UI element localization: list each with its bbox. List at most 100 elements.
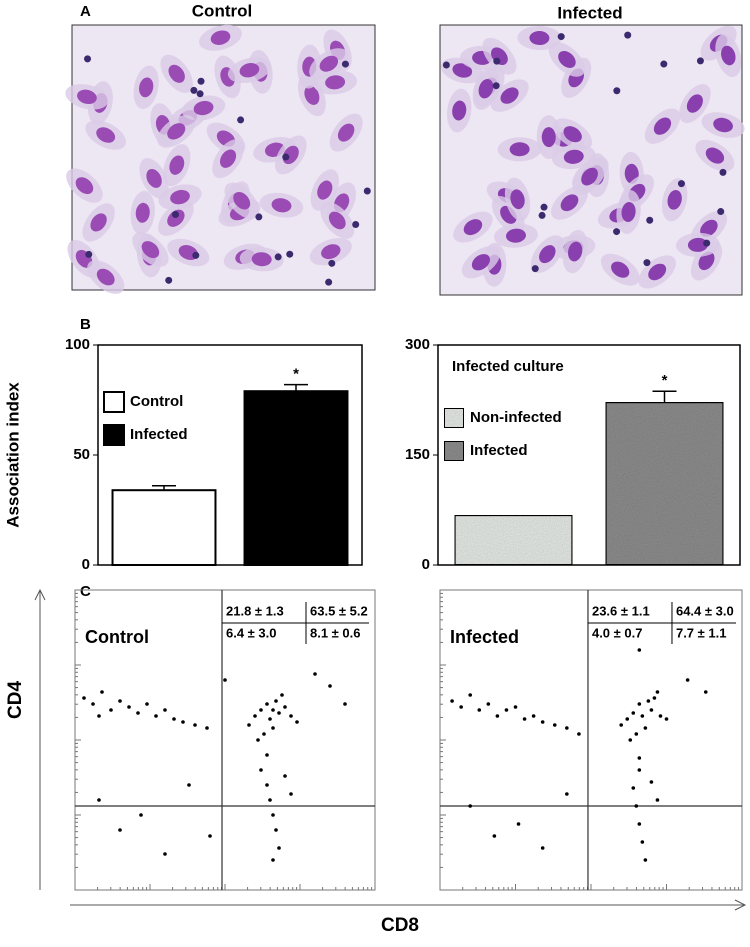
cell — [717, 208, 725, 216]
cell — [325, 278, 333, 286]
cell — [719, 168, 727, 176]
nucleus — [319, 55, 339, 72]
nucleus — [541, 127, 556, 148]
point — [289, 792, 293, 796]
nucleus — [139, 77, 154, 98]
nucleus — [325, 75, 346, 90]
point — [259, 768, 263, 772]
point — [271, 858, 275, 862]
cell — [165, 276, 173, 284]
nucleus — [239, 62, 260, 78]
y-tick-label: 300 — [405, 336, 430, 353]
point — [492, 834, 497, 838]
cell — [171, 210, 179, 218]
point — [256, 738, 260, 742]
micrographs — [65, 24, 745, 296]
nucleus — [705, 147, 725, 164]
point — [540, 720, 545, 724]
quadrant-label: 8.1 ± 0.6 — [310, 625, 361, 640]
point — [631, 711, 636, 715]
point — [277, 846, 281, 850]
point — [643, 726, 648, 730]
point — [265, 753, 269, 757]
nucleus — [210, 30, 231, 45]
point — [253, 714, 257, 718]
cell — [196, 90, 204, 98]
cell — [190, 86, 198, 94]
point — [145, 702, 149, 706]
point — [127, 705, 131, 709]
point — [265, 702, 269, 706]
point — [685, 678, 690, 682]
legend-swatch — [103, 391, 125, 413]
point — [522, 717, 527, 721]
nucleus — [648, 263, 667, 281]
nucleus — [321, 244, 341, 260]
point — [271, 813, 275, 817]
nucleus — [168, 64, 185, 83]
point — [628, 738, 633, 742]
cell — [192, 251, 200, 259]
point — [136, 711, 140, 715]
point — [637, 756, 642, 760]
y-tick-label: 100 — [65, 336, 90, 353]
point — [634, 732, 639, 736]
nucleus — [219, 149, 237, 168]
cell — [613, 87, 621, 95]
point — [640, 840, 645, 844]
point — [540, 846, 545, 850]
nucleus — [686, 94, 703, 113]
nucleus — [167, 123, 186, 140]
nucleus — [510, 189, 525, 210]
cell — [237, 116, 245, 124]
nucleus — [90, 213, 107, 232]
cell — [557, 33, 565, 41]
point — [637, 822, 642, 826]
nucleus — [653, 117, 672, 135]
bar — [604, 401, 725, 567]
point — [459, 705, 463, 709]
y-tick-label: 50 — [73, 446, 90, 463]
cell — [624, 31, 632, 39]
point — [274, 828, 278, 832]
point — [646, 699, 651, 703]
cell — [197, 77, 205, 85]
nucleus — [328, 211, 346, 230]
point — [637, 648, 642, 652]
cell — [255, 213, 263, 221]
point — [313, 672, 317, 676]
point — [208, 834, 212, 838]
cell — [341, 60, 349, 68]
nucleus — [667, 189, 682, 210]
cell — [493, 57, 501, 65]
nucleus — [581, 167, 598, 186]
point — [154, 714, 158, 718]
nucleus — [233, 191, 251, 210]
point — [283, 774, 287, 778]
point — [450, 699, 454, 703]
nucleus — [96, 127, 116, 143]
point — [223, 678, 227, 682]
nucleus — [146, 168, 162, 188]
point — [343, 702, 347, 706]
panel-label: C — [80, 583, 91, 600]
legend-label: Non-infected — [470, 409, 562, 426]
cell — [442, 61, 450, 69]
nucleus — [193, 100, 214, 116]
quadrant-label: 4.0 ± 0.7 — [592, 625, 643, 640]
point — [664, 717, 669, 721]
quadrant-label: 7.7 ± 1.1 — [676, 625, 727, 640]
point — [268, 717, 272, 721]
legend-label: Infected — [130, 426, 188, 443]
point — [172, 717, 176, 721]
point — [262, 732, 266, 736]
plot-title: Infected — [450, 627, 519, 647]
legend-label: Control — [130, 393, 183, 410]
point — [552, 723, 557, 727]
point — [97, 714, 101, 718]
nucleus — [563, 126, 582, 143]
nucleus — [452, 100, 467, 121]
cell — [703, 239, 711, 247]
legend-swatch — [443, 407, 465, 429]
nucleus — [568, 241, 583, 262]
